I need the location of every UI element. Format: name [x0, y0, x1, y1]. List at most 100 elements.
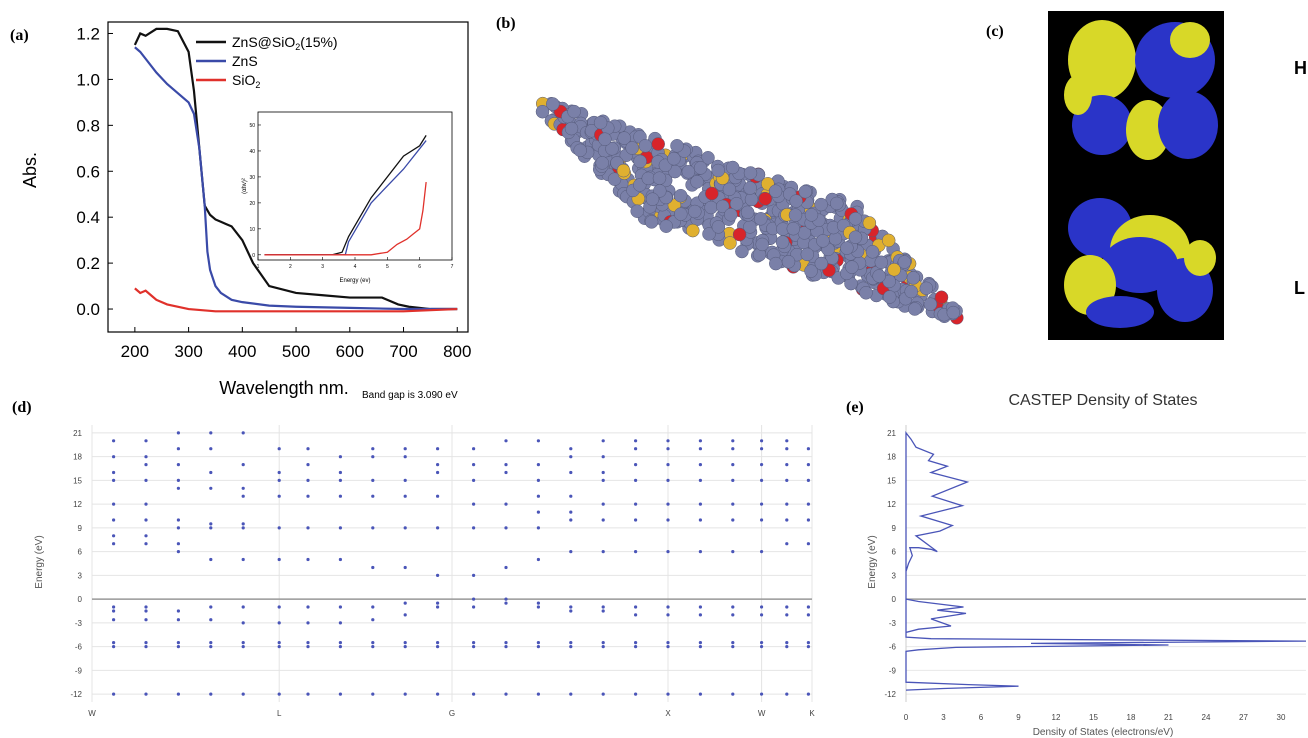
lumo-label: L	[1294, 278, 1305, 298]
atom-sphere	[830, 196, 844, 211]
band-point	[176, 486, 180, 490]
band-point	[760, 502, 764, 506]
band-point	[504, 439, 508, 443]
band-point	[569, 518, 573, 522]
band-point	[569, 692, 573, 696]
band-point	[731, 518, 735, 522]
panel-e-y-label: Energy (eV)	[867, 535, 878, 588]
band-point	[144, 609, 148, 613]
inset-frame	[257, 111, 453, 261]
atom-sphere	[919, 281, 934, 296]
band-point	[338, 526, 342, 530]
band-point	[338, 494, 342, 498]
band-point	[504, 645, 508, 649]
y-tick-label: 18	[887, 453, 896, 462]
x-tick-label: 6	[979, 713, 984, 722]
atom-sphere	[725, 160, 740, 175]
inset-x-tick-label: 7	[451, 264, 454, 270]
band-point	[436, 692, 440, 696]
band-point	[731, 692, 735, 696]
band-point	[666, 447, 670, 451]
orbital-image	[1048, 11, 1224, 340]
y-tick-label: -3	[75, 619, 83, 628]
band-point	[569, 455, 573, 459]
inset-y-tick-label: 50	[249, 123, 255, 129]
band-point	[241, 645, 245, 649]
band-point	[785, 613, 789, 617]
band-point	[760, 645, 764, 649]
band-point	[306, 494, 310, 498]
kpoint-label: L	[277, 709, 282, 718]
inset-x-tick-label: 6	[418, 264, 421, 270]
band-point	[634, 478, 638, 482]
band-point	[634, 550, 638, 554]
band-point	[634, 439, 638, 443]
band-point	[504, 601, 508, 605]
atom-sphere	[659, 219, 673, 233]
band-point	[569, 494, 573, 498]
band-point	[760, 613, 764, 617]
x-tick-label: 21	[1164, 713, 1173, 722]
atom-sphere	[816, 234, 830, 248]
band-point	[144, 692, 148, 696]
x-tick-label: 27	[1239, 713, 1248, 722]
y-tick-label: 1.0	[76, 70, 100, 89]
y-tick-label: 3	[892, 571, 897, 580]
panel-a-x-ticks: 200 300 400 500 600 700 800	[121, 327, 471, 361]
y-tick-label: 0	[892, 595, 897, 604]
atom-sphere	[740, 205, 755, 220]
atom-sphere	[845, 260, 859, 274]
band-point	[569, 645, 573, 649]
atom-sphere	[598, 132, 612, 146]
x-tick-label: 24	[1202, 713, 1211, 722]
band-point	[112, 605, 116, 609]
atom-sphere	[804, 264, 818, 278]
atom-sphere	[862, 216, 877, 230]
series-line-1	[134, 46, 458, 311]
band-point	[436, 641, 440, 645]
y-tick-label: 9	[78, 524, 83, 533]
band-point	[760, 518, 764, 522]
band-point	[144, 439, 148, 443]
band-point	[666, 439, 670, 443]
band-point	[371, 447, 375, 451]
atom-sphere	[848, 230, 863, 244]
band-point	[785, 439, 789, 443]
inset-y-tick-label: 40	[249, 149, 255, 155]
band-point	[436, 645, 440, 649]
band-point	[634, 463, 638, 467]
legend-label: ZnS	[232, 53, 258, 69]
y-tick-label: -12	[70, 690, 82, 699]
band-point	[698, 550, 703, 554]
band-point	[306, 645, 310, 649]
panel-d-band-points	[112, 431, 811, 696]
atom-sphere	[724, 208, 738, 222]
atom-sphere	[786, 221, 801, 236]
y-tick-label: 21	[73, 429, 82, 438]
homo-label: H	[1294, 58, 1307, 78]
band-point	[536, 439, 541, 443]
y-tick-label: -6	[75, 643, 83, 652]
band-point	[277, 494, 281, 498]
kpoint-label: K	[809, 709, 815, 718]
x-tick-label: 12	[1052, 713, 1061, 722]
atom-sphere	[798, 184, 813, 199]
band-point	[634, 613, 638, 617]
band-point	[569, 470, 573, 475]
band-point	[176, 550, 180, 554]
atom-sphere	[758, 192, 773, 206]
band-point	[806, 645, 811, 649]
band-point	[371, 494, 375, 498]
atom-sphere	[651, 137, 665, 151]
band-point	[209, 431, 213, 435]
x-tick-label: 300	[174, 342, 202, 361]
band-point	[176, 641, 180, 645]
atom-sphere	[754, 212, 768, 226]
band-point	[536, 463, 541, 467]
band-point	[666, 502, 670, 506]
band-point	[634, 605, 638, 609]
band-point	[306, 463, 310, 467]
band-point	[306, 447, 310, 451]
band-point	[472, 692, 476, 696]
band-point	[760, 692, 764, 696]
